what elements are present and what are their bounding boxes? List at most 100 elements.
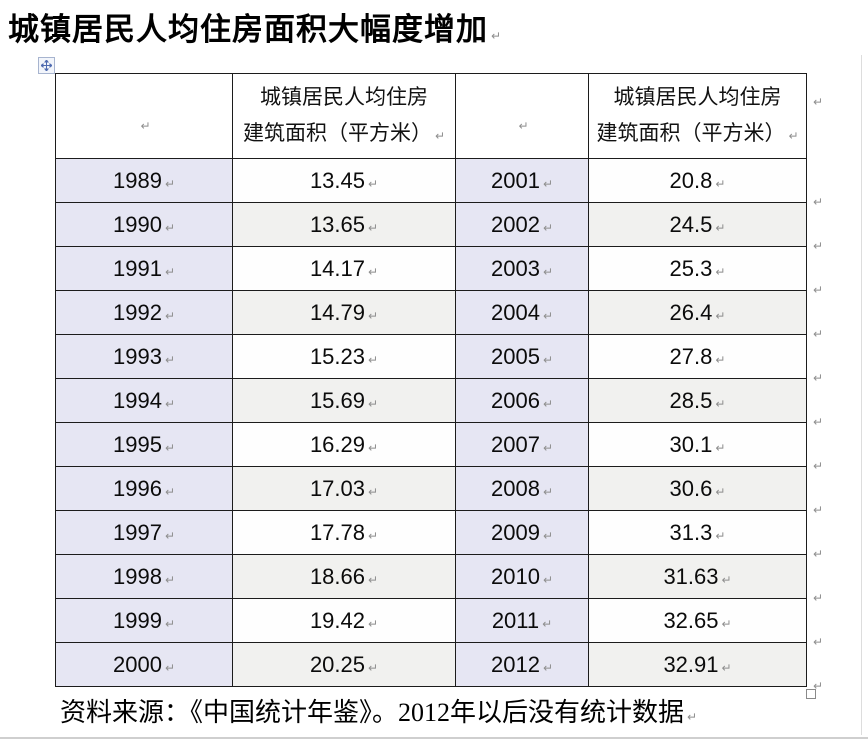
cell-end-mark: ↵ (368, 220, 379, 235)
table-move-handle[interactable] (38, 57, 55, 74)
header-cell-year-right[interactable]: ↵ (455, 73, 589, 159)
cell-end-mark: ↵ (164, 660, 175, 675)
year-cell-right[interactable]: 2002 ↵ (455, 202, 589, 247)
cell-end-mark: ↵ (368, 264, 379, 279)
year-cell-left[interactable]: 1996 ↵ (55, 466, 233, 511)
value-cell-right[interactable]: 31.3 ↵ (588, 510, 807, 555)
row-end-mark: ↵ (813, 503, 824, 517)
value-cell-left[interactable]: 13.65 ↵ (232, 202, 456, 247)
source-note[interactable]: 资料来源：《中国统计年鉴》。2012年以后没有统计数据 ↵ (60, 692, 697, 729)
table-row: 1997 ↵ 17.78 ↵ 2009 ↵ 31.3 ↵ (55, 510, 807, 555)
header-line1: 城镇居民人均住房 (260, 84, 428, 109)
value-cell-left[interactable]: 16.29 ↵ (232, 422, 456, 467)
value-cell-left[interactable]: 15.23 ↵ (232, 334, 456, 379)
table-row: 1994 ↵ 15.69 ↵ 2006 ↵ 28.5 ↵ (55, 378, 807, 423)
year-text: 2004 (490, 299, 540, 325)
value-cell-left[interactable]: 14.79 ↵ (232, 290, 456, 335)
value-cell-right[interactable]: 30.1 ↵ (588, 422, 807, 467)
value-cell-left[interactable]: 18.66 ↵ (232, 554, 456, 599)
year-cell-left[interactable]: 2000 ↵ (55, 642, 233, 687)
year-cell-right[interactable]: 2001 ↵ (455, 158, 589, 203)
value-text: 17.78 (309, 519, 365, 545)
value-cell-right[interactable]: 32.91 ↵ (588, 642, 807, 687)
value-cell-right[interactable]: 24.5 ↵ (588, 202, 807, 247)
year-cell-right[interactable]: 2004 ↵ (455, 290, 589, 335)
year-cell-left[interactable]: 1990 ↵ (55, 202, 233, 247)
table-resize-handle[interactable] (806, 689, 816, 699)
year-text: 1998 (112, 563, 162, 589)
cell-end-mark: ↵ (542, 616, 553, 631)
year-cell-right[interactable]: 2006 ↵ (455, 378, 589, 423)
year-cell-left[interactable]: 1989 ↵ (55, 158, 233, 203)
year-text: 1996 (112, 475, 162, 501)
year-cell-right[interactable]: 2012 ↵ (455, 642, 589, 687)
value-cell-right[interactable]: 28.5 ↵ (588, 378, 807, 423)
cell-end-mark: ↵ (715, 352, 726, 367)
cell-end-mark: ↵ (164, 396, 175, 411)
value-cell-right[interactable]: 32.65 ↵ (588, 598, 807, 643)
value-cell-right[interactable]: 27.8 ↵ (588, 334, 807, 379)
value-cell-right[interactable]: 25.3 ↵ (588, 246, 807, 291)
row-end-mark: ↵ (813, 415, 824, 429)
year-cell-left[interactable]: 1991 ↵ (55, 246, 233, 291)
value-text: 13.65 (309, 211, 365, 237)
year-cell-left[interactable]: 1995 ↵ (55, 422, 233, 467)
value-cell-left[interactable]: 15.69 ↵ (232, 378, 456, 423)
value-cell-left[interactable]: 17.03 ↵ (232, 466, 456, 511)
header-cell-year-left[interactable]: ↵ (55, 73, 233, 159)
cell-end-mark: ↵ (542, 308, 553, 323)
cell-end-mark: ↵ (164, 176, 175, 191)
value-cell-left[interactable]: 14.17 ↵ (232, 246, 456, 291)
cell-end-mark: ↵ (721, 616, 732, 631)
value-cell-right[interactable]: 20.8 ↵ (588, 158, 807, 203)
cell-end-mark: ↵ (788, 128, 799, 143)
value-text: 26.4 (669, 299, 713, 325)
paragraph-mark: ↵ (491, 29, 503, 43)
document-title-text: 城镇居民人均住房面积大幅度增加 (8, 12, 488, 47)
row-end-mark-slot: ↵ (810, 356, 830, 400)
value-text: 17.03 (309, 475, 365, 501)
year-cell-left[interactable]: 1992 ↵ (55, 290, 233, 335)
year-cell-right[interactable]: 2007 ↵ (455, 422, 589, 467)
year-cell-right[interactable]: 2008 ↵ (455, 466, 589, 511)
year-cell-left[interactable]: 1998 ↵ (55, 554, 233, 599)
value-cell-right[interactable]: 26.4 ↵ (588, 290, 807, 335)
value-text: 30.1 (669, 431, 713, 457)
year-cell-right[interactable]: 2009 ↵ (455, 510, 589, 555)
page-right-edge (861, 55, 862, 735)
row-end-mark-slot: ↵ (810, 400, 830, 444)
header-cell-area-right[interactable]: 城镇居民人均住房 建筑面积（平方米） ↵ (588, 73, 807, 159)
year-cell-left[interactable]: 1997 ↵ (55, 510, 233, 555)
value-cell-left[interactable]: 17.78 ↵ (232, 510, 456, 555)
value-cell-left[interactable]: 20.25 ↵ (232, 642, 456, 687)
cell-end-mark: ↵ (164, 220, 175, 235)
value-cell-right[interactable]: 30.6 ↵ (588, 466, 807, 511)
value-text: 20.8 (669, 167, 713, 193)
value-text: 19.42 (309, 607, 365, 633)
document-title[interactable]: 城镇居民人均住房面积大幅度增加 ↵ (8, 4, 502, 49)
value-cell-left[interactable]: 19.42 ↵ (232, 598, 456, 643)
year-cell-right[interactable]: 2003 ↵ (455, 246, 589, 291)
year-cell-left[interactable]: 1993 ↵ (55, 334, 233, 379)
header-cell-area-left[interactable]: 城镇居民人均住房 建筑面积（平方米） ↵ (232, 73, 456, 159)
year-text: 1992 (112, 299, 162, 325)
year-cell-right[interactable]: 2011 ↵ (455, 598, 589, 643)
table-row: 1992 ↵ 14.79 ↵ 2004 ↵ 26.4 ↵ (55, 290, 807, 335)
year-cell-right[interactable]: 2010 ↵ (455, 554, 589, 599)
header-line1: 城镇居民人均住房 (613, 84, 782, 109)
year-text: 2010 (490, 563, 540, 589)
year-cell-left[interactable]: 1999 ↵ (55, 598, 233, 643)
cell-end-mark: ↵ (164, 352, 175, 367)
value-cell-right[interactable]: 31.63 ↵ (588, 554, 807, 599)
year-text: 1993 (112, 343, 162, 369)
value-text: 18.66 (309, 563, 365, 589)
cell-end-mark: ↵ (434, 128, 446, 143)
year-cell-left[interactable]: 1994 ↵ (55, 378, 233, 423)
value-cell-left[interactable]: 13.45 ↵ (232, 158, 456, 203)
year-cell-right[interactable]: 2005 ↵ (455, 334, 589, 379)
value-text: 27.8 (669, 343, 713, 369)
cell-end-mark: ↵ (542, 352, 553, 367)
value-text: 30.6 (669, 475, 713, 501)
cell-end-mark: ↵ (368, 396, 379, 411)
